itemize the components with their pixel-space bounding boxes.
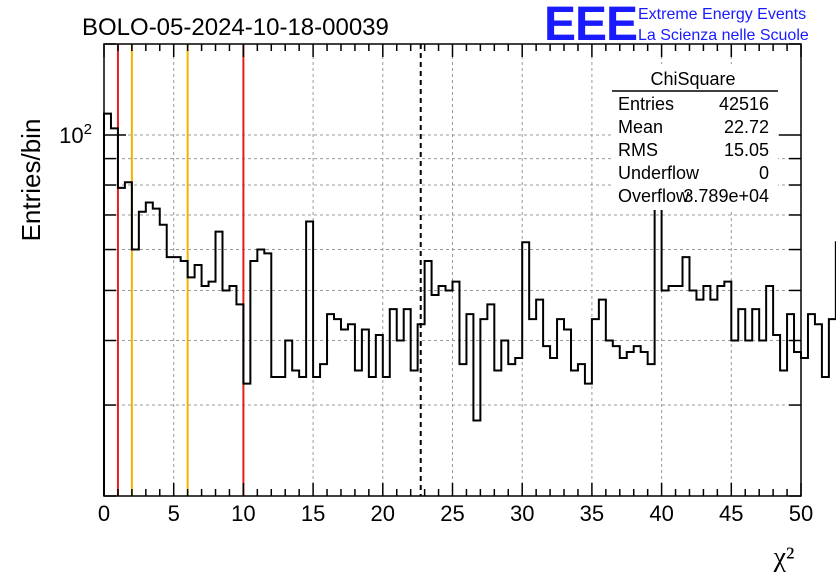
x-tick-label: 20	[371, 501, 395, 526]
x-tick-label: 15	[301, 501, 325, 526]
stats-box-background	[612, 64, 778, 210]
stats-value-rms: 15.05	[724, 140, 769, 160]
y-axis-ticks: 102	[59, 43, 801, 497]
reference-lines	[116, 44, 422, 496]
x-axis-label: χ²	[773, 542, 795, 572]
stats-label-rms: RMS	[618, 140, 658, 160]
stats-label-underflow: Underflow	[618, 163, 700, 183]
logo-line2: La Scienza nelle Scuole	[638, 27, 809, 44]
grid-lines	[104, 44, 801, 496]
x-tick-label: 5	[168, 501, 180, 526]
histogram-outline	[103, 112, 836, 496]
chart-title: BOLO-05-2024-10-18-00039	[82, 14, 389, 41]
stats-label-mean: Mean	[618, 117, 663, 137]
stats-value-mean: 22.72	[724, 117, 769, 137]
logo-line1: Extreme Energy Events	[638, 6, 806, 23]
eee-logo: EEE Extreme Energy Events La Scienza nel…	[544, 0, 809, 51]
x-axis-ticks: 0 5 10 15 20 25 30 35 40 45 50	[98, 44, 813, 526]
x-tick-label: 35	[580, 501, 604, 526]
x-tick-label: 50	[789, 501, 813, 526]
stats-label-entries: Entries	[618, 94, 674, 114]
stats-label-overflow: Overflow	[618, 186, 690, 206]
y-axis-label: Entries/bin	[16, 119, 46, 242]
x-tick-label: 0	[98, 501, 110, 526]
x-tick-label: 30	[510, 501, 534, 526]
y-tick-label: 102	[59, 121, 92, 148]
x-tick-label: 25	[440, 501, 464, 526]
x-tick-label: 40	[649, 501, 673, 526]
stats-title: ChiSquare	[650, 69, 735, 89]
x-tick-label: 10	[231, 501, 255, 526]
stats-value-entries: 42516	[719, 94, 769, 114]
x-tick-label: 45	[719, 501, 743, 526]
stats-value-underflow: 0	[759, 163, 769, 183]
histogram-series	[103, 112, 836, 496]
logo-mark: EEE	[544, 0, 637, 51]
stats-value-overflow: 3.789e+04	[683, 186, 769, 206]
stats-box: ChiSquare Entries 42516 Mean 22.72 RMS 1…	[612, 64, 778, 210]
